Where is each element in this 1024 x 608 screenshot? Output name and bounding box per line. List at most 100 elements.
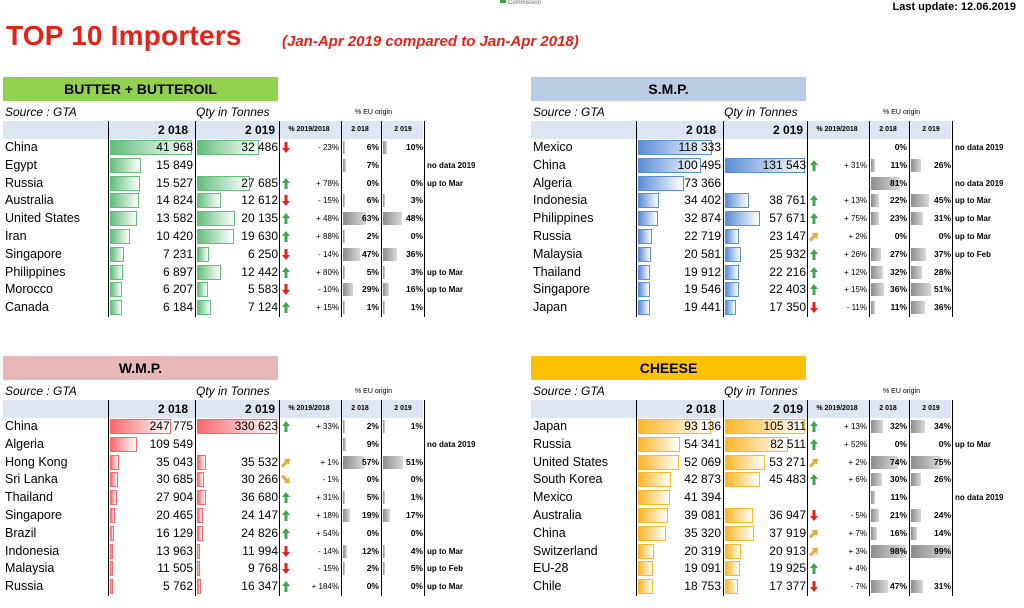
table-row: Chile 18 753 17 377 - 7% 47% 31% [531, 578, 1011, 595]
eu-bar-2019 [911, 194, 929, 208]
category-header: BUTTER + BUTTEROIL [3, 77, 278, 101]
eu-bar-2019 [911, 283, 931, 297]
value-2018: 35 043 [156, 454, 193, 469]
country-name: Malaysia [5, 561, 55, 576]
eu-bar-2018 [343, 437, 346, 451]
country-name: Algeria [5, 436, 44, 451]
country-name: Brazil [5, 525, 37, 540]
eu-share-2018: 57% [361, 456, 379, 467]
bar-2019 [725, 472, 760, 488]
value-2018: 15 849 [156, 157, 193, 172]
col-2019: 2 019 [772, 123, 803, 137]
bar-2018 [638, 264, 650, 280]
eu-share-2018: 5% [366, 492, 379, 503]
eu-share-2018: 11% [890, 492, 907, 503]
arrow-up-icon [809, 211, 819, 226]
country-name: Australia [533, 508, 582, 522]
country-name: Indonesia [533, 193, 588, 208]
pct-change: + 7% [848, 528, 867, 538]
value-2019: 17 350 [769, 300, 806, 315]
value-2018: 19 546 [684, 282, 721, 297]
pct-change: + 75% [844, 214, 867, 224]
arrow-up-icon [281, 176, 291, 191]
value-2019: 30 266 [241, 472, 278, 487]
pct-change: + 184% [311, 582, 339, 592]
value-2018: 7 231 [162, 246, 193, 261]
eu-bar-2018 [871, 509, 879, 522]
eu-bar-2018 [343, 562, 345, 576]
value-2018: 35 320 [684, 525, 721, 540]
arrow-up-icon [809, 455, 819, 470]
table-row: Indonesia 13 963 11 994 - 14% 12% 4% up to Mar [3, 543, 483, 560]
eu-share-2018: 30% [889, 474, 907, 485]
eu-bar-2019 [383, 420, 385, 433]
category-header: CHEESE [531, 356, 806, 380]
row-note: up to Mar [955, 196, 991, 206]
row-note: up to Mar [427, 546, 463, 556]
bar-2019 [197, 454, 206, 470]
bar-2018 [638, 454, 679, 470]
value-2018: 10 420 [156, 229, 193, 243]
value-2018: 15 527 [156, 175, 193, 190]
bar-2018 [638, 490, 670, 506]
eu-bar-2018 [343, 212, 366, 226]
eu-bar-2018 [343, 247, 360, 261]
eu-bar-2019 [911, 509, 921, 522]
bar-2019 [197, 282, 208, 298]
pct-change: + 18% [316, 511, 339, 520]
arrow-down-icon [281, 140, 291, 155]
table-divider [636, 400, 637, 596]
eu-bar-2018 [343, 544, 347, 558]
arrow-up-icon [809, 265, 819, 280]
table-row: EU-28 19 091 19 925 + 4% [531, 560, 1011, 577]
eu-share-2018: 98% [889, 545, 907, 556]
value-2019: 36 680 [241, 490, 278, 505]
eu-share-2019: 75% [933, 456, 951, 467]
eu-share-2019: 48% [405, 213, 423, 224]
row-note: up to Mar [955, 439, 991, 449]
table-row: Thailand 27 904 36 680 + 31% 5% 1% [3, 489, 483, 506]
bar-2019 [197, 579, 201, 595]
row-note: no data 2019 [955, 493, 1004, 503]
eu-bar-2019 [383, 194, 385, 208]
row-note: up to Mar [955, 214, 991, 224]
value-2019: 45 483 [769, 472, 806, 487]
bar-2019 [725, 543, 741, 559]
col-2019: 2 019 [244, 402, 275, 416]
arrow-down-icon [809, 579, 819, 594]
table-divider [869, 400, 870, 596]
table-row: Russia 15 527 27 685 + 78% 0% 0% up to Mar [3, 175, 483, 192]
col-eu-2018: 2 018 [879, 405, 897, 412]
table-row: Thailand 19 912 22 216 + 12% 32% 28% [531, 264, 1011, 281]
eu-share-2018: 2% [366, 563, 379, 574]
bar-2019 [725, 300, 736, 316]
arrow-up-icon [281, 490, 291, 505]
table-row: Algeria 73 366 81% no data 2019 [531, 175, 1011, 192]
column-header-row: 2 018 2 019 % 2019/2018 2 018 2 019 [531, 121, 951, 139]
bar-2019 [197, 211, 235, 227]
logo-text: Commission [508, 0, 542, 6]
eu-share-2019: 31% [933, 581, 951, 592]
table-divider [279, 121, 280, 317]
country-name: Russia [5, 579, 44, 594]
pct-change: - 7% [850, 582, 867, 592]
table-row: Singapore 7 231 6 250 - 14% 47% 36% [3, 246, 483, 263]
pct-change: + 3% [848, 546, 867, 556]
eu-bar-2019 [383, 301, 385, 315]
col-pct-change: % 2019/2018 [288, 405, 330, 412]
pct-change: - 15% [318, 564, 339, 574]
eu-share-2019: 99% [933, 545, 951, 556]
value-2018: 34 402 [684, 193, 721, 208]
eu-share-2018: 6% [366, 195, 379, 206]
bar-2018 [110, 419, 171, 434]
col-eu-2019: 2 019 [394, 405, 412, 412]
arrow-up-icon [809, 472, 819, 487]
bar-2018 [638, 561, 653, 577]
pct-change: - 14% [318, 249, 339, 259]
country-name: Chile [533, 579, 562, 594]
eu-share-2019: 31% [933, 213, 951, 224]
arrow-up-icon [809, 419, 819, 434]
eu-share-2018: 0% [366, 177, 379, 188]
qty-label: Qty in Tonnes [196, 384, 270, 398]
bar-2018 [638, 282, 650, 298]
